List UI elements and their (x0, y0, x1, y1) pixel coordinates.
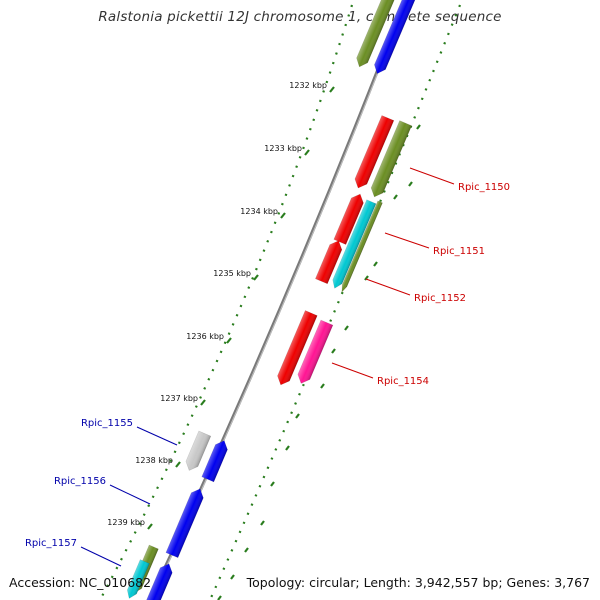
tick-label: 1236 kbp (186, 332, 224, 341)
gene-label-leader (365, 278, 411, 296)
outer-tick-mark (230, 574, 235, 580)
outer-tick-mark (295, 413, 300, 419)
tick-mark (329, 86, 335, 93)
outer-tick-mark (364, 275, 369, 281)
gene-blue-top[interactable] (372, 0, 417, 76)
gene-olive-1150[interactable] (368, 120, 413, 200)
gene-label-leader (409, 167, 455, 185)
gene-rpic-1150[interactable] (352, 115, 395, 190)
gene-label[interactable]: Rpic_1151 (433, 246, 485, 257)
gene-label[interactable]: Rpic_1157 (25, 538, 77, 549)
tick-mark (253, 274, 259, 281)
gene-rpic-1155[interactable] (183, 430, 212, 473)
tick-mark (200, 399, 206, 406)
gene-olive-1152[interactable] (340, 200, 383, 293)
gene-label[interactable]: Rpic_1156 (54, 476, 106, 487)
outer-tick-mark (331, 348, 336, 354)
gene-rpic-1151[interactable] (333, 192, 366, 245)
tick-mark (280, 212, 286, 219)
gene-label[interactable]: Rpic_1150 (458, 182, 510, 193)
gene-label-leader (384, 232, 430, 249)
gene-label-leader (331, 362, 374, 379)
tick-label: 1239 kbp (107, 518, 145, 527)
tick-label: 1234 kbp (240, 207, 278, 216)
gene-rpic-1156[interactable] (165, 486, 206, 559)
gene-olive-top[interactable] (354, 0, 397, 69)
gene-blue-1157b[interactable] (144, 561, 175, 600)
gene-red-1152a[interactable] (315, 238, 344, 285)
outer-tick-mark (270, 481, 275, 487)
outer-tick-mark (373, 261, 378, 267)
tick-label: 1238 kbp (135, 456, 173, 465)
outer-tick-mark (320, 383, 325, 389)
tick-mark (175, 461, 181, 468)
gene-rpic-1152[interactable] (330, 199, 377, 290)
gene-rpic-1154[interactable] (295, 319, 334, 386)
outer-tick-mark (416, 124, 421, 130)
outer-dotted-track (208, 4, 462, 600)
tick-mark (226, 337, 232, 344)
gene-red-1153[interactable] (275, 310, 318, 388)
tick-label: 1233 kbp (264, 144, 302, 153)
gene-label-leader (80, 546, 122, 567)
gene-label-leader (136, 426, 178, 446)
outer-tick-mark (285, 445, 290, 451)
tick-label: 1235 kbp (213, 269, 251, 278)
accession-text: Accession: NC_010682 (9, 575, 152, 590)
outer-tick-mark (260, 520, 265, 526)
tick-label: 1232 kbp (289, 81, 327, 90)
tick-mark (304, 149, 310, 156)
gene-blue-1155b[interactable] (201, 438, 230, 483)
outer-tick-mark (393, 194, 398, 200)
outer-tick-mark (217, 595, 222, 600)
tick-label: 1237 kbp (160, 394, 198, 403)
inner-dotted-track (99, 4, 354, 600)
outer-tick-mark (344, 325, 349, 331)
gene-label[interactable]: Rpic_1152 (414, 293, 466, 304)
gene-label[interactable]: Rpic_1154 (377, 376, 429, 387)
genome-stats-text: Topology: circular; Length: 3,942,557 bp… (246, 575, 590, 590)
gene-label-leader (109, 484, 151, 505)
gene-rpic-1157[interactable] (125, 559, 150, 600)
outer-tick-mark (408, 181, 413, 187)
outer-tick-mark (244, 547, 249, 553)
tick-mark (147, 523, 153, 530)
gene-label[interactable]: Rpic_1155 (81, 418, 133, 429)
